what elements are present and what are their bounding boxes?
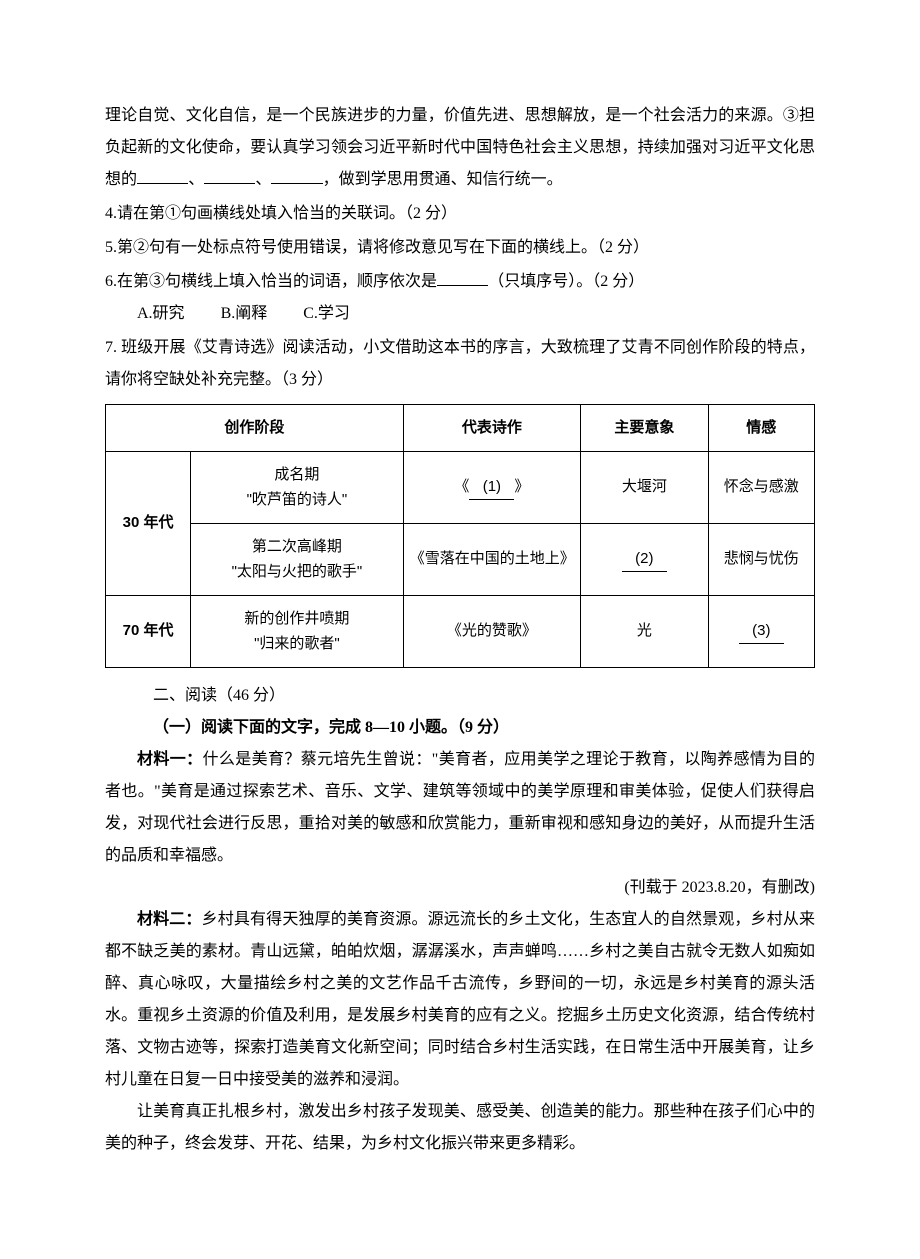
phase-1: 成名期 "吹芦笛的诗人" [191, 451, 404, 523]
table-row: 70 年代 新的创作井喷期 "归来的歌者" 《光的赞歌》 光 (3) [106, 595, 815, 667]
phase-1-sub: "吹芦笛的诗人" [197, 487, 397, 513]
q6-text-b: （只填序号）。（2 分） [488, 273, 644, 290]
phase-3-sub: "归来的歌者" [197, 631, 397, 657]
work-1a: 《 [454, 478, 469, 495]
work-1-blank: (1) [469, 474, 514, 501]
emotion-2: 悲悯与忧伤 [708, 523, 814, 595]
table-row: 第二次高峰期 "太阳与火把的歌手" 《雪落在中国的土地上》 (2) 悲悯与忧伤 [106, 523, 815, 595]
era-30: 30 年代 [106, 451, 191, 595]
material-1-label: 材料一： [137, 751, 203, 768]
imagery-1: 大堰河 [581, 451, 709, 523]
work-1: 《(1)》 [403, 451, 580, 523]
question-5: 5.第②句有一处标点符号使用错误，请将修改意见写在下面的横线上。（2 分） [105, 232, 815, 264]
th-imagery: 主要意象 [581, 405, 709, 452]
section-2-1-heading: （一）阅读下面的文字，完成 8—10 小题。（9 分） [105, 712, 815, 744]
work-1b: 》 [514, 478, 529, 495]
material-2-p2: 让美育真正扎根乡村，激发出乡村孩子发现美、感受美、创造美的能力。那些种在孩子们心… [105, 1096, 815, 1160]
phase-3-title: 新的创作井喷期 [197, 606, 397, 632]
material-1-source: (刊载于 2023.8.20，有删改) [105, 872, 815, 904]
emotion-3: (3) [708, 595, 814, 667]
blank-3 [271, 166, 322, 184]
material-2-p1: 材料二：乡村具有得天独厚的美育资源。源远流长的乡土文化，生态宜人的自然景观，乡村… [105, 904, 815, 1096]
table-header-row: 创作阶段 代表诗作 主要意象 情感 [106, 405, 815, 452]
phase-2: 第二次高峰期 "太阳与火把的歌手" [191, 523, 404, 595]
imagery-3: 光 [581, 595, 709, 667]
sep-1: 、 [188, 171, 204, 188]
poetry-table: 创作阶段 代表诗作 主要意象 情感 30 年代 成名期 "吹芦笛的诗人" 《(1… [105, 404, 815, 668]
work-2: 《雪落在中国的土地上》 [403, 523, 580, 595]
material-2-label: 材料二： [137, 911, 202, 928]
work-3: 《光的赞歌》 [403, 595, 580, 667]
material-1-text: 什么是美育？蔡元培先生曾说："美育者，应用美学之理论于教育，以陶养感情为目的者也… [105, 751, 815, 864]
q6-blank [437, 268, 488, 286]
phase-2-title: 第二次高峰期 [197, 534, 397, 560]
emotion-1: 怀念与感激 [708, 451, 814, 523]
material-1: 材料一：什么是美育？蔡元培先生曾说："美育者，应用美学之理论于教育，以陶养感情为… [105, 744, 815, 872]
section-2-heading: 二、阅读（46 分） [105, 680, 815, 712]
intro-paragraph: 理论自觉、文化自信，是一个民族进步的力量，价值先进、思想解放，是一个社会活力的来… [105, 100, 815, 196]
th-emotion: 情感 [708, 405, 814, 452]
phase-3: 新的创作井喷期 "归来的歌者" [191, 595, 404, 667]
th-stage: 创作阶段 [106, 405, 404, 452]
material-2-text-1: 乡村具有得天独厚的美育资源。源远流长的乡土文化，生态宜人的自然景观，乡村从来都不… [105, 911, 815, 1088]
question-7: 7. 班级开展《艾青诗选》阅读活动，小文借助这本书的序言，大致梳理了艾青不同创作… [105, 332, 815, 396]
era-70: 70 年代 [106, 595, 191, 667]
options-row: A.研究 B.阐释 C.学习 [137, 298, 815, 330]
emotion-3-blank: (3) [739, 618, 784, 645]
option-c: C.学习 [303, 305, 350, 322]
imagery-2-blank: (2) [622, 546, 667, 573]
blank-1 [137, 166, 188, 184]
blank-2 [204, 166, 255, 184]
option-a: A.研究 [137, 305, 185, 322]
intro-text-b: ，做到学思用贯通、知信行统一。 [323, 171, 563, 188]
option-b: B.阐释 [221, 305, 268, 322]
sep-2: 、 [255, 171, 271, 188]
imagery-2: (2) [581, 523, 709, 595]
table-row: 30 年代 成名期 "吹芦笛的诗人" 《(1)》 大堰河 怀念与感激 [106, 451, 815, 523]
question-4: 4.请在第①句画横线处填入恰当的关联词。（2 分） [105, 198, 815, 230]
phase-2-sub: "太阳与火把的歌手" [197, 559, 397, 585]
q6-text-a: 6.在第③句横线上填入恰当的词语，顺序依次是 [105, 273, 437, 290]
phase-1-title: 成名期 [197, 462, 397, 488]
question-6: 6.在第③句横线上填入恰当的词语，顺序依次是 （只填序号）。（2 分） [105, 266, 815, 298]
th-works: 代表诗作 [403, 405, 580, 452]
